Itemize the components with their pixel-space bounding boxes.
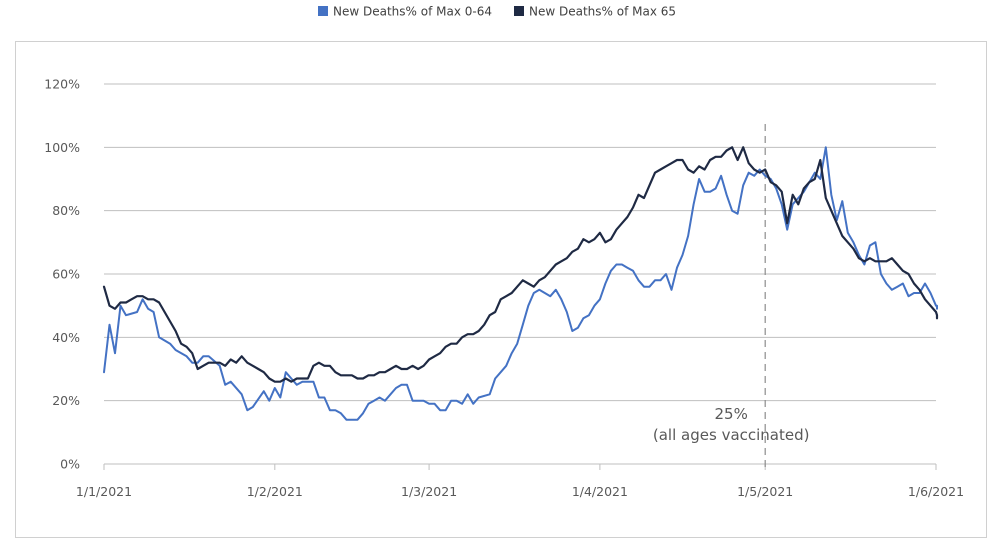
y-axis: 0% 20% 40% 60% 80% 100% 120% [44, 77, 80, 472]
y-tick-label: 60% [52, 267, 80, 282]
vaccination-annotation: 25% (all ages vaccinated) [653, 124, 810, 472]
y-tick-label: 0% [60, 457, 80, 472]
annotation-label-percent: 25% [715, 405, 748, 423]
legend: New Deaths% of Max 0-64 New Deaths% of M… [318, 5, 676, 19]
y-tick-label: 100% [44, 140, 80, 155]
x-tick-label: 1/6/2021 [908, 484, 964, 499]
legend-item-65: New Deaths% of Max 65 [514, 5, 676, 19]
legend-swatch-65 [514, 6, 524, 16]
x-tick-label: 1/3/2021 [401, 484, 457, 499]
series-line-65 [102, 146, 939, 383]
y-tick-label: 20% [52, 393, 80, 408]
legend-label-65: New Deaths% of Max 65 [529, 5, 676, 19]
x-tick-label: 1/5/2021 [737, 484, 793, 499]
series-group [102, 146, 939, 421]
x-tick-label: 1/4/2021 [572, 484, 628, 499]
legend-swatch-0-64 [318, 6, 328, 16]
gridlines [104, 83, 936, 402]
x-tick-label: 1/1/2021 [76, 484, 132, 499]
annotation-label-note: (all ages vaccinated) [653, 426, 810, 444]
y-tick-label: 40% [52, 330, 80, 345]
x-axis: 1/1/2021 1/2/2021 1/3/2021 1/4/2021 1/5/2021… [76, 463, 964, 499]
plot-frame [15, 41, 987, 538]
x-tick-label: 1/2/2021 [247, 484, 303, 499]
y-tick-label: 80% [52, 203, 80, 218]
legend-label-0-64: New Deaths% of Max 0-64 [333, 5, 492, 19]
y-tick-label: 120% [44, 77, 80, 92]
legend-item-0-64: New Deaths% of Max 0-64 [318, 5, 492, 19]
